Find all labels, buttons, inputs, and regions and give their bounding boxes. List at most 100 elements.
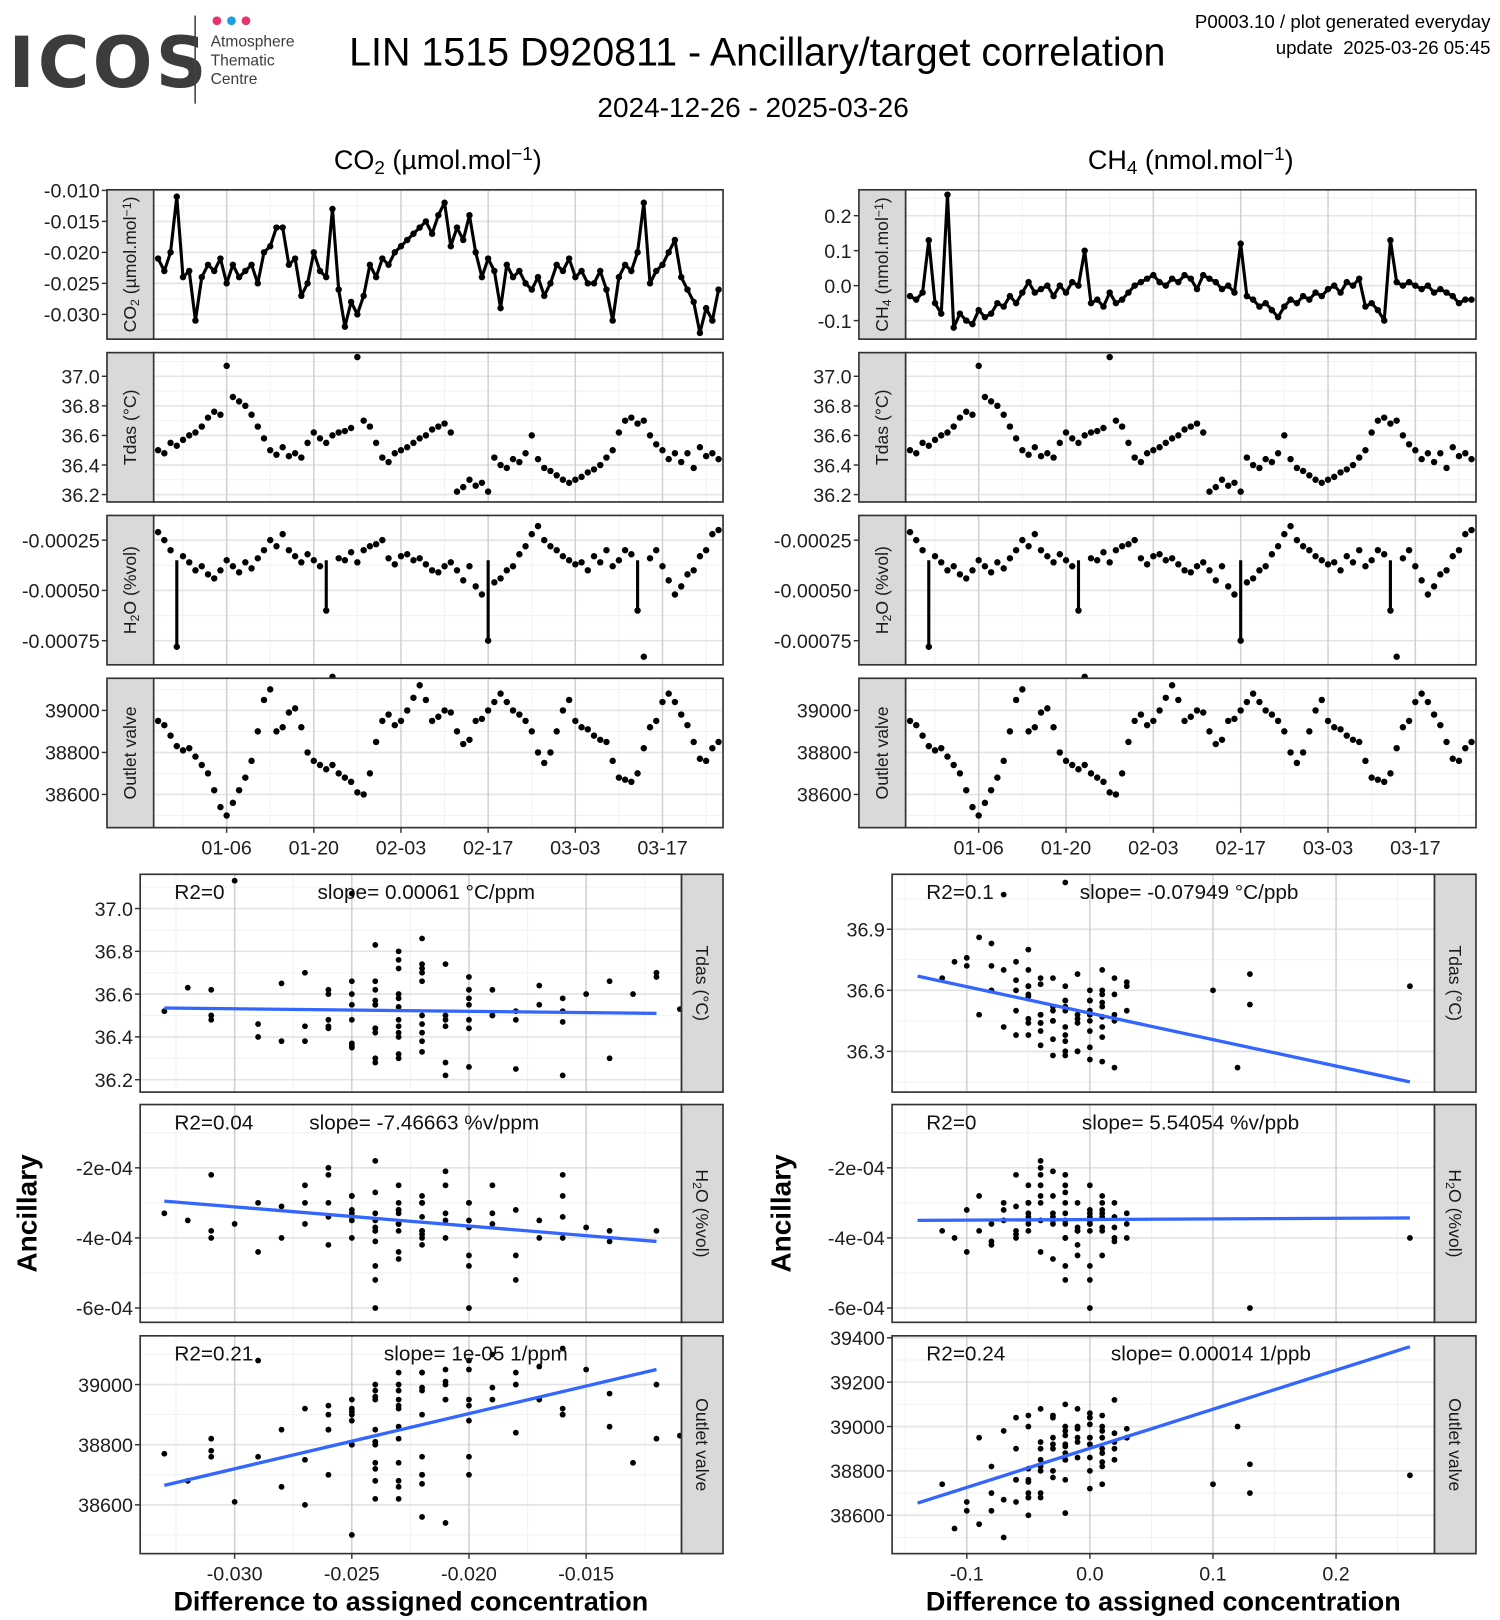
data-point: [1337, 469, 1344, 476]
x-tick-label: 03-17: [1390, 838, 1440, 860]
data-point: [969, 411, 976, 418]
scatter-point: [255, 1357, 261, 1364]
data-point: [422, 696, 430, 704]
label-part: CO: [120, 306, 140, 332]
data-point: [1231, 715, 1238, 723]
data-point: [584, 567, 592, 574]
data-point: [1387, 607, 1394, 614]
strip-label: Outlet valve: [120, 706, 140, 799]
data-point: [154, 717, 162, 725]
data-point: [1287, 455, 1294, 463]
data-point: [360, 791, 367, 798]
scatter-point: [325, 1199, 332, 1206]
data-point: [428, 426, 436, 433]
scatter-point: [372, 1495, 379, 1502]
data-point: [1243, 698, 1251, 706]
data-point: [211, 267, 218, 275]
data-point: [1393, 653, 1400, 660]
data-point: [628, 778, 635, 786]
data-point: [1094, 296, 1101, 303]
data-point: [354, 559, 361, 566]
scatter-point: [583, 991, 590, 997]
data-point: [1056, 749, 1064, 756]
data-point: [1355, 454, 1363, 461]
scatter-point: [951, 1235, 958, 1241]
data-point: [1000, 411, 1007, 418]
data-point: [167, 546, 174, 554]
strip-label: H2O (%vol): [872, 546, 894, 634]
data-point: [925, 643, 933, 650]
data-point: [217, 411, 224, 418]
data-point: [534, 749, 542, 756]
scatter-point: [1086, 1421, 1093, 1428]
data-point: [659, 563, 666, 570]
data-point: [547, 467, 554, 475]
scatter-point: [1086, 997, 1093, 1004]
scatter-point: [1246, 1490, 1253, 1496]
scatter-point: [559, 1018, 566, 1025]
data-point: [906, 528, 914, 536]
data-point: [1318, 479, 1325, 486]
scatter-panel-co2-tdas: slope= 0.00061 °C/ppm R2=0 Tdas (°C) 37.0 36…: [95, 873, 724, 1093]
scatter-point: [466, 986, 472, 993]
data-point: [1243, 454, 1251, 461]
data-point: [1087, 299, 1095, 307]
scatter-point: [1099, 1423, 1106, 1430]
data-point: [335, 555, 342, 562]
data-point: [963, 408, 970, 415]
scatter-point: [372, 997, 379, 1004]
scatter-point: [988, 1463, 995, 1470]
data-point: [621, 776, 629, 783]
scatter-point: [466, 1063, 472, 1070]
scatter-point: [372, 942, 379, 948]
scatter-point: [1050, 1434, 1056, 1441]
data-point: [919, 289, 926, 296]
scatter-point: [1050, 1168, 1056, 1175]
scatter-point: [419, 961, 425, 968]
data-point: [1143, 275, 1151, 282]
label-part: −1: [511, 144, 533, 165]
timeseries-panel-tdas: Tdas (°C) 37.0 36.8 36.6 36.4 36.2: [813, 351, 1477, 507]
data-point: [1231, 591, 1238, 598]
scatter-point: [395, 1396, 402, 1403]
data-point: [310, 757, 317, 765]
scatter-point: [419, 1387, 425, 1394]
facet-strip: [858, 351, 907, 503]
data-point: [298, 724, 305, 731]
data-point: [1143, 450, 1151, 457]
data-point: [1462, 450, 1469, 457]
y-tick-label: 36.4: [61, 455, 99, 477]
data-point: [553, 546, 560, 554]
data-point: [404, 236, 411, 244]
data-point: [503, 464, 511, 472]
scatter-point: [512, 1016, 519, 1023]
scatter-point: [1111, 1445, 1118, 1452]
data-point: [1031, 289, 1039, 296]
scatter-point: [653, 1435, 660, 1442]
scatter-point: [1013, 1445, 1019, 1452]
facet-strip: [106, 677, 155, 829]
scatter-point: [466, 1366, 472, 1373]
scatter-point: [1246, 1461, 1253, 1468]
scatter-point: [653, 1381, 660, 1388]
data-point: [267, 686, 274, 693]
data-point: [1362, 563, 1369, 570]
x-tick-label: 01-06: [201, 838, 251, 860]
scatter-point: [255, 1199, 261, 1206]
data-point: [460, 740, 467, 748]
scatter-point: [1037, 981, 1044, 988]
data-point: [665, 690, 672, 697]
scatter-point: [348, 1016, 355, 1023]
data-point: [154, 447, 162, 454]
data-point: [298, 559, 305, 566]
data-point: [1324, 561, 1332, 568]
r2-annotation: R2=0: [174, 881, 224, 904]
data-point: [1050, 292, 1057, 300]
timeseries-panel-outlet: Outlet valve 39000 38800 38600 01-06 01-20 02-…: [797, 677, 1477, 860]
scatter-point: [372, 986, 379, 993]
scatter-point: [1037, 1467, 1044, 1474]
scatter-point: [1099, 1412, 1106, 1419]
scatter-point: [1025, 991, 1032, 998]
data-point: [565, 696, 573, 704]
data-point: [1075, 439, 1082, 447]
